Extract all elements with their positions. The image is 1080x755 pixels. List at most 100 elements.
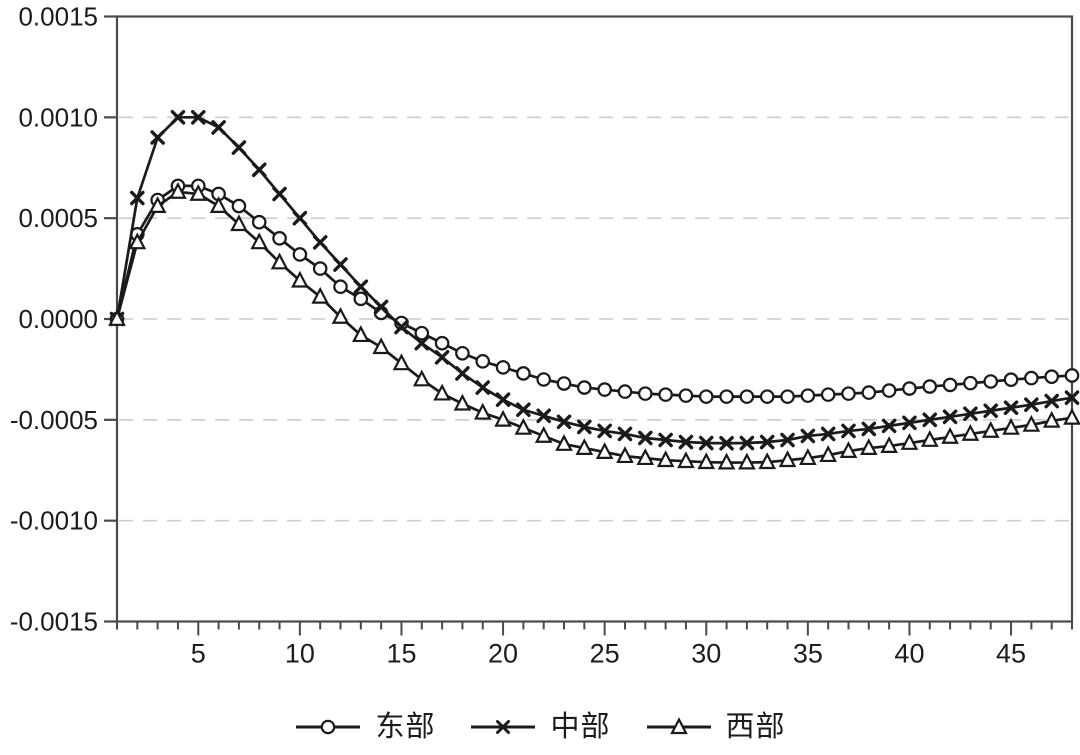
- data-point-x: [963, 406, 978, 422]
- data-point-circle: [434, 335, 450, 351]
- data-point-triangle: [534, 425, 553, 443]
- data-point-circle: [942, 377, 958, 393]
- data-point-circle: [251, 214, 267, 230]
- data-point-triangle: [839, 441, 858, 458]
- data-point-triangle: [900, 433, 919, 450]
- data-point-circle: [1024, 370, 1039, 386]
- data-point-x: [414, 335, 430, 351]
- data-point-triangle: [799, 448, 817, 466]
- data-point-x: [516, 402, 531, 418]
- data-point-triangle: [473, 402, 492, 420]
- data-point-x: [353, 279, 369, 295]
- data-point-x: [739, 435, 755, 451]
- data-point-x: [373, 299, 389, 315]
- data-point-circle: [617, 384, 633, 399]
- data-point-circle: [333, 279, 348, 295]
- data-point-x: [312, 235, 328, 250]
- data-point-triangle: [128, 232, 147, 250]
- data-point-x: [130, 190, 145, 206]
- data-point-triangle: [595, 442, 614, 459]
- y-tick-label: 0.0015: [18, 2, 98, 32]
- x-tick-label: 25: [590, 639, 620, 669]
- data-point-circle: [841, 386, 856, 401]
- data-point-circle: [231, 198, 247, 214]
- data-point-circle: [577, 380, 592, 395]
- data-point-triangle: [1063, 407, 1080, 425]
- data-point-circle: [780, 389, 795, 404]
- data-point-x: [861, 421, 877, 437]
- data-point-triangle: [412, 369, 431, 387]
- data-point-triangle: [656, 450, 675, 468]
- data-point-x: [272, 186, 287, 202]
- circle-marker-icon: [296, 719, 361, 735]
- data-point-x: [1024, 397, 1039, 413]
- data-point-x: [698, 435, 714, 451]
- data-point-circle: [536, 372, 552, 387]
- data-point-triangle: [230, 214, 248, 232]
- data-point-circle: [983, 374, 999, 389]
- data-point-triangle: [941, 426, 959, 444]
- data-point-triangle: [148, 196, 167, 213]
- data-point-x: [719, 435, 734, 451]
- data-point-x: [983, 403, 999, 419]
- data-point-circle: [272, 231, 287, 246]
- data-point-circle: [922, 379, 938, 394]
- y-tick-label: -0.0005: [10, 405, 98, 435]
- x-tick-label: 35: [793, 639, 823, 669]
- data-point-circle: [963, 375, 978, 391]
- data-point-triangle: [717, 452, 736, 470]
- x-tick-label: 5: [191, 639, 206, 669]
- y-tick-label: -0.0010: [10, 506, 98, 536]
- data-point-circle: [455, 345, 470, 361]
- data-point-circle: [902, 381, 917, 396]
- data-point-x: [475, 380, 491, 395]
- data-point-circle: [1064, 368, 1080, 383]
- data-point-x: [1044, 393, 1059, 409]
- chart-legend: 东部 中部 西部: [0, 702, 1080, 752]
- data-point-triangle: [575, 438, 594, 455]
- data-point-x: [434, 350, 450, 365]
- data-point-circle: [1003, 372, 1019, 388]
- data-point-triangle: [961, 423, 980, 441]
- data-point-circle: [800, 388, 816, 403]
- data-point-x: [190, 110, 206, 125]
- data-point-triangle: [169, 181, 187, 199]
- data-point-circle: [1044, 369, 1059, 384]
- x-tick-label: 30: [691, 639, 721, 669]
- data-point-x: [251, 162, 267, 178]
- data-point-triangle: [778, 450, 797, 468]
- data-point-x: [211, 120, 226, 135]
- data-point-x: [170, 110, 186, 125]
- data-point-x: [577, 419, 592, 435]
- data-point-x: [658, 432, 673, 448]
- data-point-x: [881, 418, 897, 434]
- data-point-triangle: [981, 420, 1000, 438]
- data-point-triangle: [880, 436, 898, 453]
- data-point-triangle: [738, 452, 756, 470]
- data-point-triangle: [697, 452, 716, 470]
- data-point-circle: [414, 325, 430, 341]
- y-tick-label: -0.0015: [10, 607, 98, 637]
- y-tick-label: 0.0000: [18, 304, 98, 334]
- data-point-x: [820, 426, 836, 442]
- data-point-circle: [658, 387, 673, 402]
- x-tick-label: 10: [285, 639, 315, 669]
- data-point-x: [1064, 390, 1080, 405]
- data-point-circle: [495, 360, 511, 375]
- data-point-circle: [861, 385, 877, 400]
- data-point-x: [1003, 400, 1019, 416]
- data-point-triangle: [494, 409, 512, 427]
- data-point-x: [902, 415, 917, 431]
- data-point-triangle: [433, 383, 451, 401]
- data-point-triangle: [677, 451, 695, 469]
- data-point-triangle: [920, 430, 939, 447]
- data-point-triangle: [311, 286, 330, 304]
- data-point-triangle: [758, 452, 777, 470]
- plot-frame: [115, 15, 1074, 623]
- data-point-triangle: [372, 337, 390, 355]
- data-point-triangle: [331, 307, 350, 324]
- legend-item-west: 西部: [645, 712, 786, 742]
- data-point-circle: [678, 388, 694, 403]
